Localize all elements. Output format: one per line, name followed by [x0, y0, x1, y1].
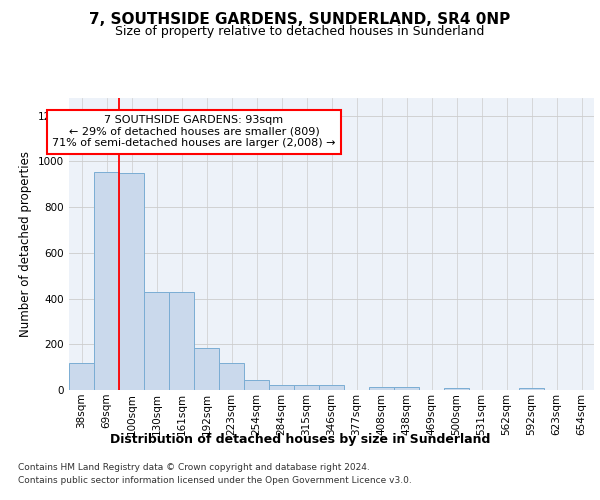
- Text: Contains public sector information licensed under the Open Government Licence v3: Contains public sector information licen…: [18, 476, 412, 485]
- Bar: [369, 386, 394, 390]
- Bar: [244, 380, 269, 390]
- Bar: [519, 388, 544, 390]
- Text: Distribution of detached houses by size in Sunderland: Distribution of detached houses by size …: [110, 432, 490, 446]
- Bar: [319, 386, 344, 390]
- Bar: [94, 172, 119, 390]
- Bar: [219, 362, 244, 390]
- Bar: [194, 348, 219, 390]
- Text: 7 SOUTHSIDE GARDENS: 93sqm
← 29% of detached houses are smaller (809)
71% of sem: 7 SOUTHSIDE GARDENS: 93sqm ← 29% of deta…: [52, 115, 336, 148]
- Y-axis label: Number of detached properties: Number of detached properties: [19, 151, 32, 337]
- Bar: [444, 388, 469, 390]
- Bar: [119, 173, 144, 390]
- Bar: [294, 386, 319, 390]
- Bar: [269, 386, 294, 390]
- Text: Contains HM Land Registry data © Crown copyright and database right 2024.: Contains HM Land Registry data © Crown c…: [18, 464, 370, 472]
- Bar: [169, 292, 194, 390]
- Bar: [69, 362, 94, 390]
- Text: Size of property relative to detached houses in Sunderland: Size of property relative to detached ho…: [115, 25, 485, 38]
- Text: 7, SOUTHSIDE GARDENS, SUNDERLAND, SR4 0NP: 7, SOUTHSIDE GARDENS, SUNDERLAND, SR4 0N…: [89, 12, 511, 28]
- Bar: [394, 386, 419, 390]
- Bar: [144, 292, 169, 390]
